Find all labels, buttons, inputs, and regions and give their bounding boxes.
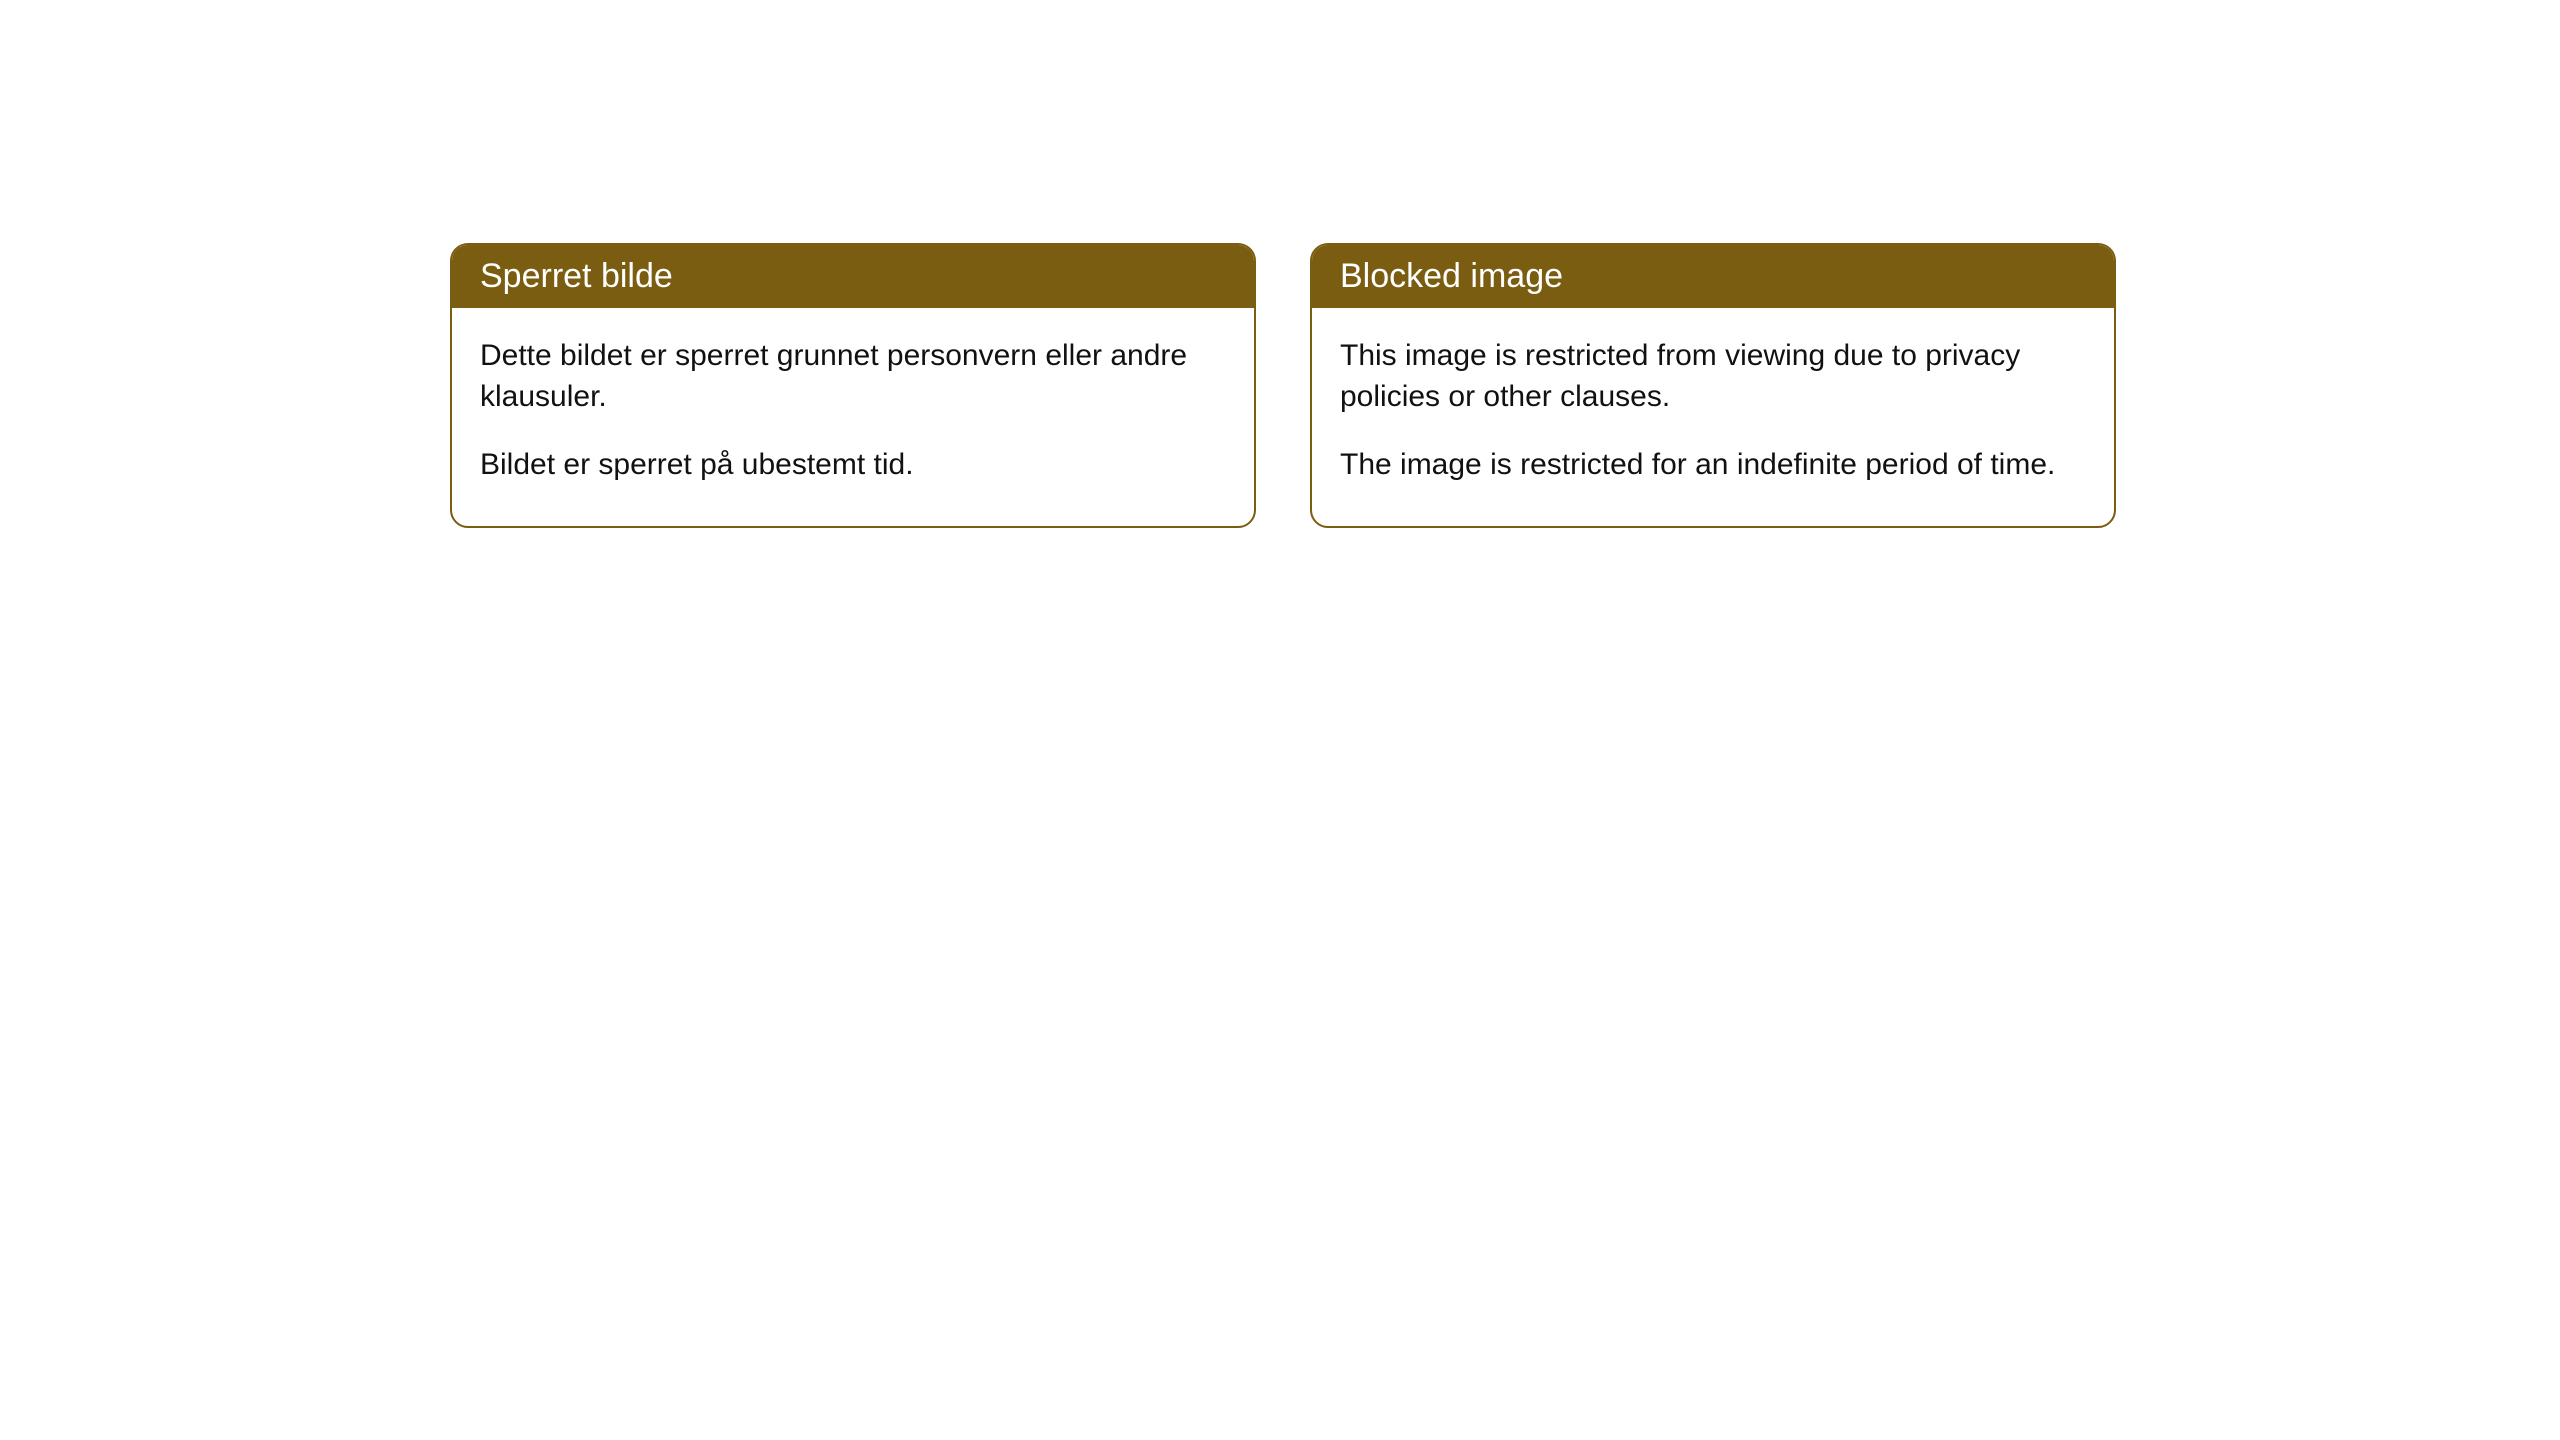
- notice-card-norwegian: Sperret bilde Dette bildet er sperret gr…: [450, 243, 1256, 528]
- card-paragraph-2-english: The image is restricted for an indefinit…: [1340, 445, 2086, 486]
- card-title-norwegian: Sperret bilde: [480, 257, 673, 295]
- card-header-english: Blocked image: [1312, 245, 2114, 308]
- card-paragraph-1-norwegian: Dette bildet er sperret grunnet personve…: [480, 336, 1226, 417]
- card-paragraph-1-english: This image is restricted from viewing du…: [1340, 336, 2086, 417]
- card-paragraph-2-norwegian: Bildet er sperret på ubestemt tid.: [480, 445, 1226, 486]
- notice-cards-container: Sperret bilde Dette bildet er sperret gr…: [450, 243, 2116, 528]
- notice-card-english: Blocked image This image is restricted f…: [1310, 243, 2116, 528]
- card-body-norwegian: Dette bildet er sperret grunnet personve…: [452, 308, 1254, 526]
- card-header-norwegian: Sperret bilde: [452, 245, 1254, 308]
- card-title-english: Blocked image: [1340, 257, 1563, 295]
- card-body-english: This image is restricted from viewing du…: [1312, 308, 2114, 526]
